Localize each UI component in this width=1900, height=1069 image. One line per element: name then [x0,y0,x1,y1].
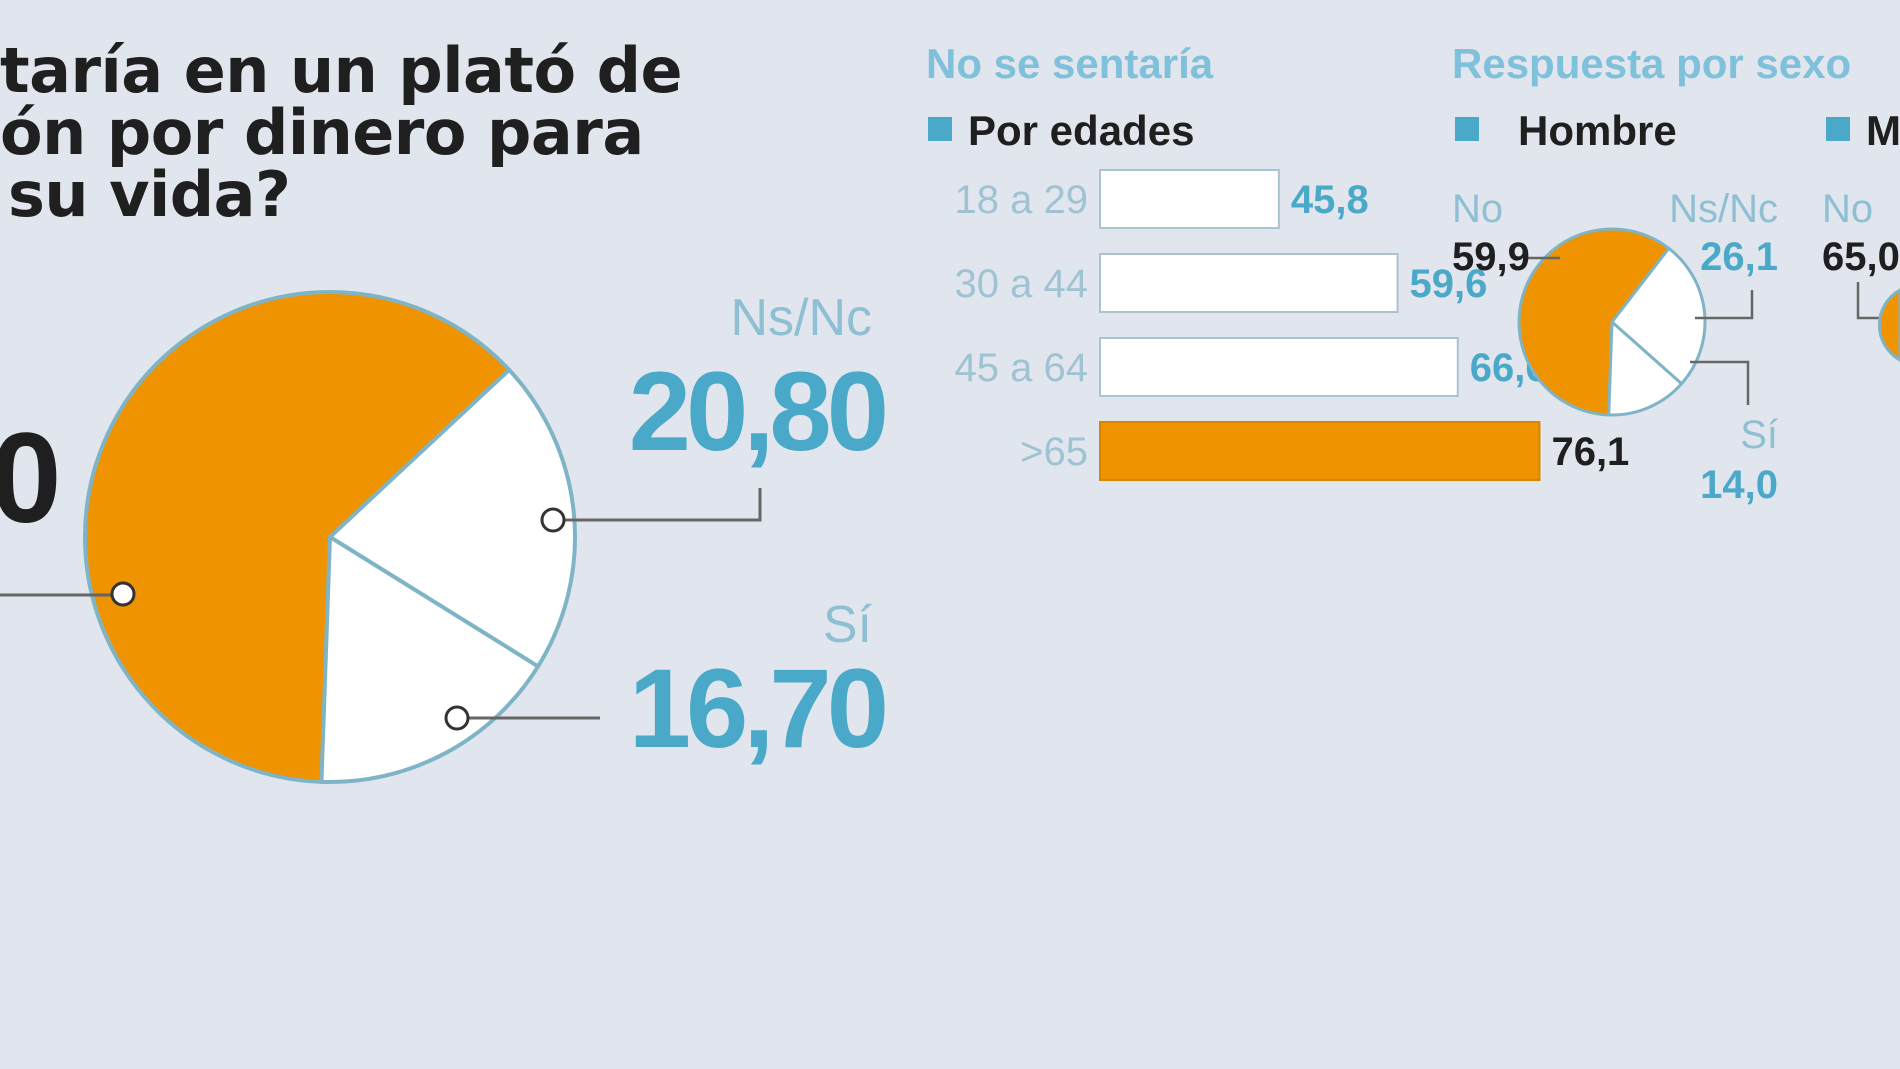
age-category-label: 30 a 44 [955,262,1088,306]
sex-legend-m-label: M [1866,107,1900,154]
mujer-no-value: 65,0 [1822,235,1900,279]
question-line-1: taría en un plató de [0,34,683,107]
hombre-slice-nsnc [1610,246,1707,386]
age-value-label: 76,1 [1551,430,1629,474]
ages-legend-label: Por edades [968,107,1194,154]
hombre-slice-no [1517,227,1671,417]
hombre-si-label: Sí [1740,413,1778,457]
main-nsnc-value: 20,80 [629,349,885,474]
hombre-nsnc-label: Ns/Nc [1669,187,1778,231]
hombre-leader-nsnc [1695,290,1754,320]
leader-nsnc [553,488,762,522]
age-category-label: >65 [1020,430,1088,474]
sex-title: Respuesta por sexo [1452,40,1851,87]
dot-no [110,581,136,607]
main-pie-leaders [0,488,762,720]
age-bar [1099,337,1459,397]
sex-legend-hombre-label: Hombre [1518,107,1677,154]
question-line-2: ón por dinero para [0,96,644,169]
main-si-value: 16,70 [629,646,885,771]
main-pie-chart [83,290,577,784]
age-bar [1099,169,1280,229]
sex-legend-m-marker [1826,117,1850,141]
hombre-no-label: No [1452,187,1503,231]
dot-nsnc [540,507,566,533]
hombre-nsnc-value: 26,1 [1700,235,1778,279]
hombre-pie-chart [1517,227,1707,417]
age-bar [1099,421,1541,481]
hombre-si-value: 14,0 [1700,463,1778,507]
ages-title: No se sentaría [926,40,1214,87]
main-slice-no [83,290,512,784]
mujer-no-label: No [1822,187,1873,231]
dot-si [444,705,470,731]
mujer-pie-edge [1877,288,1900,362]
main-nsnc-label: Ns/Nc [730,289,872,347]
sex-legend-hombre-marker [1455,117,1479,141]
question-line-3: su vida? [8,158,291,231]
main-si-label: Sí [823,596,873,654]
hombre-leaders [1528,256,1754,405]
main-pie-dots [110,507,566,731]
age-value-label: 45,8 [1291,178,1369,222]
ages-bar-chart: 18 a 29 45,830 a 44 59,645 a 64 66,6>65 76,1 [955,169,1629,481]
main-slice-nsnc [328,367,577,669]
age-bar [1099,253,1399,313]
age-category-label: 18 a 29 [955,178,1088,222]
age-category-label: 45 a 64 [955,346,1088,390]
age-value-label: 59,6 [1410,262,1488,306]
hombre-leader-si [1690,360,1750,405]
ages-legend-marker [928,117,952,141]
hombre-slice-s [1607,320,1684,417]
main-slice-s [319,535,541,784]
main-no-value: 0 [0,407,58,550]
hombre-no-value: 59,9 [1452,235,1530,279]
